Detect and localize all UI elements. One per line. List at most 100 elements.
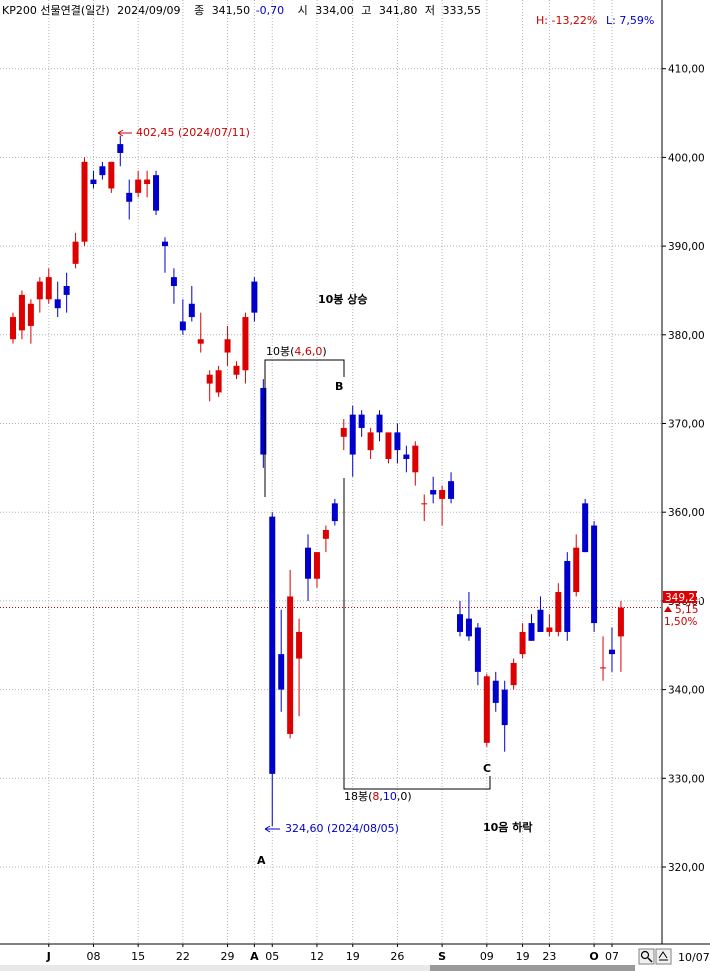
candle-down bbox=[376, 410, 383, 442]
candle-body bbox=[278, 654, 285, 690]
candle-body bbox=[108, 161, 115, 189]
candle-body bbox=[179, 321, 186, 331]
x-tick-label: 22 bbox=[176, 950, 190, 963]
candle-body bbox=[54, 299, 61, 309]
candle-up bbox=[555, 583, 562, 637]
count-fall-down: 10 bbox=[383, 790, 397, 803]
header-range-high: H: -13,22% bbox=[536, 14, 597, 27]
count-rise-suffix: ) bbox=[322, 345, 326, 358]
candle-down bbox=[564, 552, 571, 641]
candle-body bbox=[519, 631, 526, 655]
horizontal-scrollbar[interactable] bbox=[0, 965, 635, 971]
candle-down bbox=[269, 512, 276, 827]
candle-body bbox=[474, 627, 481, 672]
count-fall-sep2: ,0) bbox=[397, 790, 412, 803]
header-change: -0,70 bbox=[256, 4, 284, 17]
candle-body bbox=[322, 529, 329, 539]
count-rise-prefix: 10봉( bbox=[266, 345, 294, 358]
candle-up bbox=[510, 658, 517, 690]
candle-body bbox=[63, 286, 70, 295]
y-tick-label: 410,00 bbox=[668, 64, 705, 76]
x-tick-label: A bbox=[250, 950, 259, 963]
candle-down bbox=[90, 170, 97, 189]
candle-body bbox=[403, 454, 410, 459]
fall-label: 10음 하락 bbox=[483, 820, 533, 834]
candle-body bbox=[27, 303, 34, 326]
candle-down bbox=[54, 281, 61, 318]
candle-body bbox=[72, 241, 79, 264]
candle-up bbox=[81, 157, 88, 247]
current-price-change: 5,15 bbox=[675, 604, 698, 616]
y-tick-label: 360,00 bbox=[668, 507, 705, 519]
header-low-label: 저 bbox=[425, 4, 435, 17]
y-axis: 320,00330,00340,00350,00360,00370,00380,… bbox=[662, 64, 705, 874]
candle-body bbox=[296, 631, 303, 659]
candle-body bbox=[144, 179, 151, 185]
candle-up bbox=[224, 325, 231, 366]
candle-down bbox=[608, 627, 615, 672]
candle-body bbox=[215, 370, 222, 393]
candle-body bbox=[10, 317, 16, 340]
point-a-label: A bbox=[257, 854, 266, 867]
x-tick-label: 07 bbox=[605, 950, 619, 963]
candle-body bbox=[99, 166, 106, 176]
candle-down bbox=[126, 179, 133, 220]
candle-body bbox=[287, 596, 294, 734]
candle-body bbox=[564, 560, 571, 632]
y-tick-label: 400,00 bbox=[668, 152, 705, 164]
candle-body bbox=[331, 503, 338, 522]
x-tick-label: 08 bbox=[86, 950, 100, 963]
candle-body bbox=[45, 277, 52, 300]
candle-body bbox=[600, 667, 607, 669]
candle-body bbox=[457, 614, 463, 632]
candle-body bbox=[492, 680, 499, 703]
candle-down bbox=[117, 135, 124, 167]
candle-down bbox=[457, 600, 463, 637]
candle-body bbox=[251, 281, 258, 313]
candle-up bbox=[18, 290, 25, 340]
zoom-button[interactable] bbox=[638, 948, 655, 965]
current-price-box: 349,25 5,15 1,50% bbox=[663, 591, 702, 628]
y-tick-label: 330,00 bbox=[668, 773, 705, 785]
candle-body bbox=[537, 609, 544, 632]
header-symbol: KP200 선물연결(일간) bbox=[2, 3, 110, 17]
candle-body bbox=[617, 607, 624, 637]
candle-body bbox=[412, 445, 419, 473]
candle-up bbox=[340, 419, 347, 451]
candle-down bbox=[501, 680, 508, 752]
candle-down bbox=[251, 277, 258, 322]
candle-body bbox=[483, 676, 490, 743]
candle-body bbox=[188, 303, 195, 318]
x-tick-label: 19 bbox=[516, 950, 530, 963]
count-fall-prefix: 18봉( bbox=[344, 790, 372, 803]
candle-body bbox=[430, 490, 437, 495]
x-tick-label: 19 bbox=[346, 950, 360, 963]
candle-up bbox=[233, 361, 240, 380]
magnifier-icon bbox=[640, 950, 650, 960]
y-tick-label: 370,00 bbox=[668, 419, 705, 431]
x-tick-label: J bbox=[46, 950, 51, 963]
candle-down bbox=[430, 476, 437, 504]
candle-down bbox=[170, 268, 177, 304]
candle-down bbox=[260, 379, 267, 468]
point-c-label: C bbox=[483, 762, 491, 775]
x-tick-label: 29 bbox=[221, 950, 235, 963]
candle-up bbox=[287, 569, 294, 739]
candle-up bbox=[144, 170, 151, 198]
scroll-button[interactable] bbox=[655, 948, 672, 965]
candle-body bbox=[367, 432, 374, 451]
x-tick-label: 12 bbox=[310, 950, 324, 963]
candle-body bbox=[305, 547, 312, 579]
candle-body bbox=[573, 547, 580, 593]
x-tick-label: 09 bbox=[480, 950, 494, 963]
low-point-label: 324,60 (2024/08/05) bbox=[285, 822, 399, 835]
candle-body bbox=[260, 388, 267, 455]
candle-up bbox=[206, 370, 213, 402]
count-fall-label: 18봉(8,10,0) bbox=[344, 790, 412, 803]
candle-down bbox=[331, 498, 338, 526]
x-axis: J 08 15 22 29 A 05 12 19 26 S 09 19 23 O 07 bbox=[46, 944, 619, 963]
candles bbox=[10, 135, 624, 827]
candle-body bbox=[170, 277, 177, 287]
candle-up bbox=[45, 268, 52, 304]
